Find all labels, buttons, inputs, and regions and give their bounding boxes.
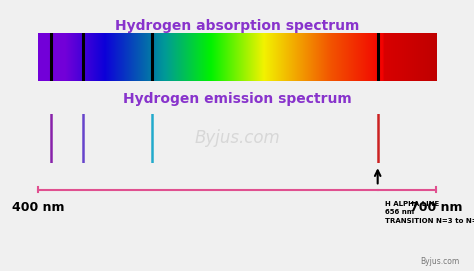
- Text: Hydrogen emission spectrum: Hydrogen emission spectrum: [123, 92, 351, 106]
- Text: Byjus.com: Byjus.com: [420, 257, 460, 266]
- Text: Byjus.com: Byjus.com: [194, 129, 280, 147]
- Text: 400 nm: 400 nm: [12, 201, 64, 214]
- Text: 700 nm: 700 nm: [410, 201, 462, 214]
- Text: H ALPHA LINE
656 nm
TRANSITION N=3 to N=2: H ALPHA LINE 656 nm TRANSITION N=3 to N=…: [385, 201, 474, 224]
- Text: Hydrogen absorption spectrum: Hydrogen absorption spectrum: [115, 19, 359, 33]
